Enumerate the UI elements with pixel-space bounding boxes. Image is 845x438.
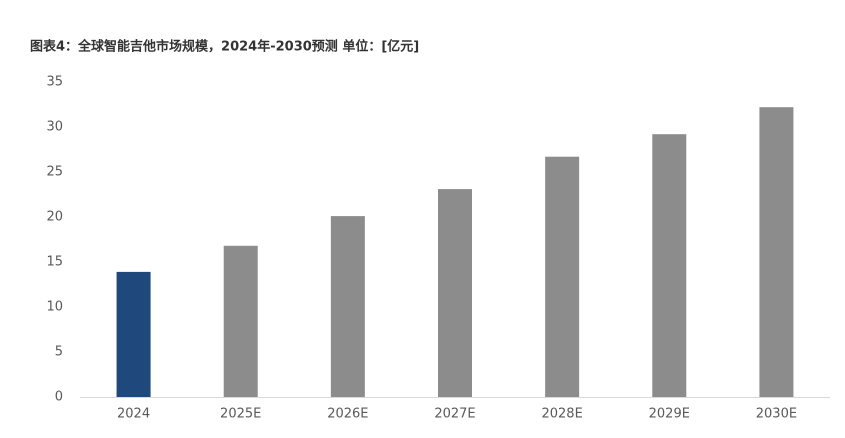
x-tick-label: 2030E [756, 407, 797, 422]
bar [438, 189, 472, 397]
bar [652, 134, 687, 397]
x-tick-label: 2025E [220, 407, 261, 422]
y-tick-label: 20 [46, 210, 63, 225]
y-tick-label: 0 [55, 390, 63, 405]
bar [545, 156, 580, 397]
y-tick-label: 35 [46, 75, 63, 90]
y-tick-label: 5 [55, 345, 63, 360]
y-tick-label: 15 [46, 255, 63, 270]
y-tick-label: 30 [46, 120, 63, 135]
y-tick-label: 10 [46, 300, 63, 315]
x-tick-label: 2027E [434, 407, 475, 422]
x-tick-label: 2026E [327, 407, 368, 422]
chart-title: 图表4：全球智能吉他市场规模，2024年-2030预测 单位：[亿元] [30, 39, 419, 55]
bar [330, 216, 365, 397]
bar [116, 271, 151, 397]
y-tick-label: 25 [46, 165, 63, 180]
bar [759, 107, 794, 397]
x-tick-label: 2024 [117, 407, 150, 422]
x-tick-label: 2029E [649, 407, 690, 422]
x-tick-label: 2028E [541, 407, 582, 422]
bar [223, 245, 258, 397]
